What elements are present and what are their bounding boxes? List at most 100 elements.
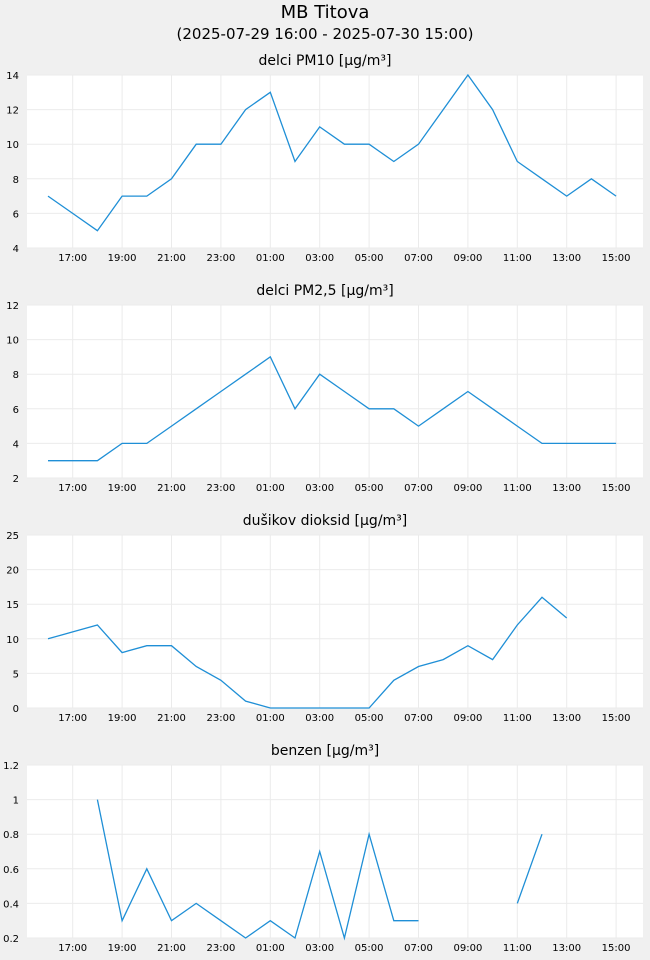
data-point [71, 212, 74, 215]
chart-title: benzen [µg/m³] [271, 743, 379, 759]
data-point [195, 902, 198, 905]
chart-panel-1: 2 4 6 8 10 12 17:00 19:00 21:00 23:00 01:00 03:00 05… [6, 283, 643, 494]
data-point [565, 617, 568, 620]
x-tick-label: 23:00 [206, 713, 235, 724]
data-point [121, 919, 124, 922]
chart-panel-2: 0 5 10 15 20 25 17:00 19:00 21:00 23:00 01:00 03:00… [6, 513, 643, 724]
y-tick-label: 6 [13, 209, 19, 220]
data-point [170, 644, 173, 647]
y-tick-label: 6 [13, 405, 19, 416]
x-tick-label: 15:00 [602, 943, 631, 954]
data-point [71, 459, 74, 462]
x-tick-label: 09:00 [453, 943, 482, 954]
data-point [516, 623, 519, 626]
y-tick-label: 1.2 [3, 761, 19, 772]
data-point [71, 630, 74, 633]
data-point [442, 658, 445, 661]
x-tick-label: 01:00 [256, 943, 285, 954]
data-point [491, 658, 494, 661]
data-point [244, 937, 247, 940]
data-point [121, 651, 124, 654]
series-line [47, 596, 568, 709]
data-point [516, 160, 519, 163]
series-line [96, 799, 419, 941]
y-tick-label: 14 [6, 71, 19, 82]
y-tick-label: 10 [6, 140, 19, 151]
data-point [244, 700, 247, 703]
x-tick-label: 07:00 [404, 713, 433, 724]
x-tick-label: 11:00 [503, 713, 532, 724]
data-point [541, 833, 544, 836]
data-point [392, 679, 395, 682]
x-tick-label: 17:00 [58, 253, 87, 264]
data-point [195, 665, 198, 668]
data-point [47, 195, 50, 198]
data-point [343, 937, 346, 940]
data-point [541, 177, 544, 180]
data-point [170, 425, 173, 428]
data-point [343, 390, 346, 393]
data-point [294, 707, 297, 710]
x-tick-label: 15:00 [602, 483, 631, 494]
y-tick-label: 8 [13, 175, 19, 186]
data-point [269, 919, 272, 922]
data-point [417, 143, 420, 146]
data-point [466, 644, 469, 647]
data-point [294, 937, 297, 940]
data-point [318, 125, 321, 128]
data-point [244, 108, 247, 111]
y-tick-label: 12 [6, 301, 19, 312]
data-point [417, 425, 420, 428]
data-point [541, 596, 544, 599]
x-tick-label: 03:00 [305, 483, 334, 494]
data-point [294, 160, 297, 163]
x-tick-label: 19:00 [108, 253, 137, 264]
x-tick-label: 03:00 [305, 943, 334, 954]
x-tick-label: 05:00 [355, 713, 384, 724]
x-tick-label: 03:00 [305, 253, 334, 264]
data-point [417, 919, 420, 922]
x-tick-label: 17:00 [58, 943, 87, 954]
x-tick-label: 07:00 [404, 943, 433, 954]
x-tick-label: 09:00 [453, 483, 482, 494]
data-point [368, 407, 371, 410]
chart-title: delci PM2,5 [µg/m³] [256, 283, 393, 299]
x-tick-label: 09:00 [453, 253, 482, 264]
chart-panel-0: 4 6 8 10 12 14 17:00 19:00 21:00 23:00 01:00 03:00 0… [6, 53, 643, 264]
x-tick-label: 01:00 [256, 253, 285, 264]
data-point [442, 108, 445, 111]
x-tick-label: 05:00 [355, 943, 384, 954]
data-point [170, 177, 173, 180]
series-line [47, 73, 617, 232]
x-tick-label: 21:00 [157, 943, 186, 954]
plot-area [27, 305, 643, 478]
data-point [318, 707, 321, 710]
y-tick-label: 0.4 [3, 899, 19, 910]
x-tick-label: 07:00 [404, 483, 433, 494]
x-tick-label: 13:00 [552, 253, 581, 264]
data-point [269, 91, 272, 94]
data-point [96, 798, 99, 801]
data-point [244, 373, 247, 376]
data-point [466, 390, 469, 393]
y-tick-label: 0.6 [3, 865, 19, 876]
plot-area [27, 535, 643, 708]
data-point [516, 902, 519, 905]
x-tick-label: 15:00 [602, 713, 631, 724]
plot-area [27, 75, 643, 248]
data-point [47, 459, 50, 462]
x-tick-label: 07:00 [404, 253, 433, 264]
data-point [343, 707, 346, 710]
data-point [219, 390, 222, 393]
data-point [219, 679, 222, 682]
data-point [318, 373, 321, 376]
chart-panel-3: 0.2 0.4 0.6 0.8 1 1.2 17:00 19:00 21:00 23:00 01:0… [3, 743, 643, 954]
data-point [565, 195, 568, 198]
y-tick-label: 0.8 [3, 830, 19, 841]
x-tick-label: 05:00 [355, 253, 384, 264]
data-point [47, 637, 50, 640]
plot-area [27, 765, 643, 938]
chart-title: dušikov dioksid [µg/m³] [243, 513, 408, 529]
data-point [269, 707, 272, 710]
